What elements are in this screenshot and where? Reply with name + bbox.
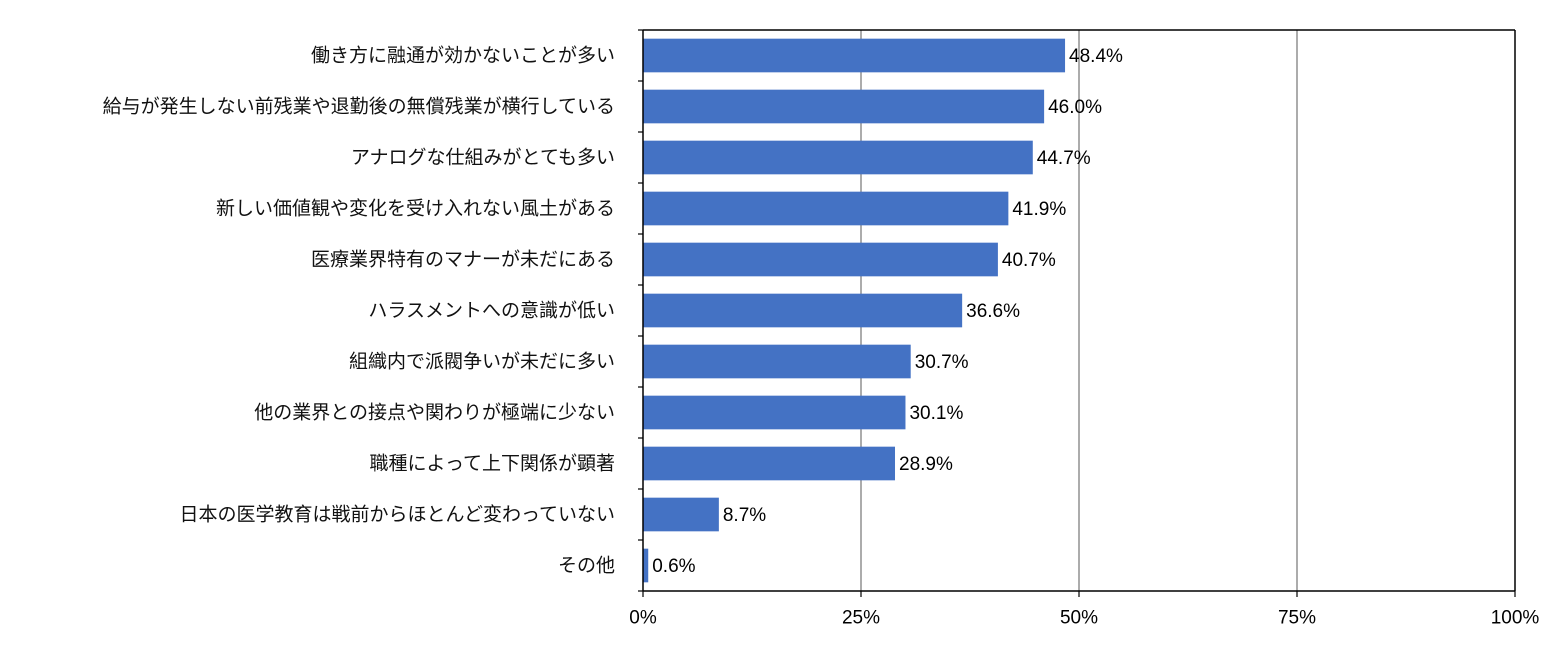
category-label-9: 日本の医学教育は戦前からほとんど変わっていない — [180, 504, 615, 526]
x-tick-label-50: 50% — [1060, 608, 1098, 629]
bar-7 — [643, 395, 906, 430]
data-label-1: 46.0% — [1048, 97, 1102, 118]
data-label-6: 30.7% — [915, 352, 969, 373]
bars — [643, 38, 1066, 583]
data-label-0: 48.4% — [1069, 46, 1123, 67]
bar-0 — [643, 38, 1066, 73]
data-label-8: 28.9% — [899, 454, 953, 475]
category-label-0: 働き方に融通が効かないことが多い — [311, 45, 615, 67]
data-label-10: 0.6% — [652, 556, 695, 577]
category-label-10: その他 — [558, 555, 615, 577]
axes — [638, 29, 1516, 597]
category-label-4: 医療業界特有のマナーが未だにある — [311, 249, 615, 271]
data-label-3: 41.9% — [1012, 199, 1066, 220]
bar-6 — [643, 344, 911, 379]
data-label-7: 30.1% — [909, 403, 963, 424]
data-label-4: 40.7% — [1002, 250, 1056, 271]
labels: 働き方に融通が効かないことが多い 48.4% 給与が発生しない前残業や退勤後の無償残… — [103, 45, 1540, 629]
bar-2 — [643, 140, 1033, 175]
x-tick-label-25: 25% — [842, 608, 880, 629]
category-label-8: 職種によって上下関係が顕著 — [370, 453, 615, 475]
x-tick-label-0: 0% — [629, 608, 657, 629]
category-label-2: アナログな仕組みがとても多い — [351, 147, 615, 169]
category-label-5: ハラスメントへの意識が低い — [368, 300, 615, 322]
bar-5 — [643, 293, 963, 328]
bar-9 — [643, 497, 719, 532]
x-tick-label-100: 100% — [1491, 608, 1540, 629]
bar-1 — [643, 89, 1045, 124]
bar-4 — [643, 242, 998, 277]
category-label-3: 新しい価値観や変化を受け入れない風土がある — [216, 198, 615, 220]
bar-3 — [643, 191, 1009, 226]
category-label-1: 給与が発生しない前残業や退勤後の無償残業が横行している — [103, 96, 615, 118]
bar-10 — [643, 548, 649, 583]
category-label-7: 他の業界との接点や関わりが極端に少ない — [254, 402, 615, 424]
data-label-9: 8.7% — [723, 505, 766, 526]
data-label-5: 36.6% — [966, 301, 1020, 322]
x-tick-label-75: 75% — [1278, 608, 1316, 629]
category-label-6: 組織内で派閥争いが未だに多い — [349, 351, 615, 373]
data-label-2: 44.7% — [1037, 148, 1091, 169]
bar-8 — [643, 446, 896, 481]
